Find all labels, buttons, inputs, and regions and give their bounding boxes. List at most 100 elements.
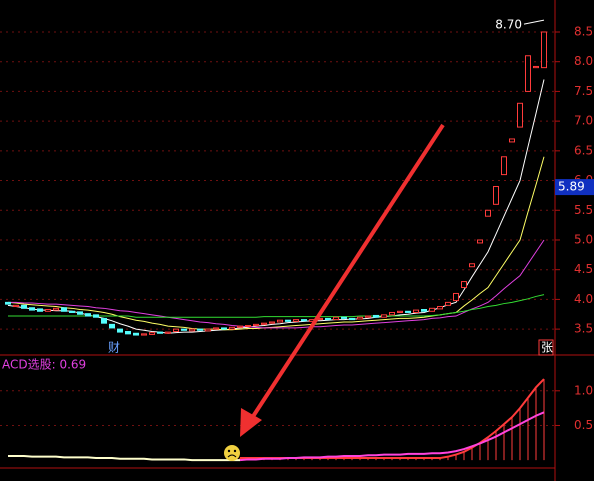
candle bbox=[413, 309, 419, 313]
arrow-head bbox=[240, 408, 262, 437]
y-tick-label: 4.00 bbox=[574, 292, 594, 306]
candle bbox=[69, 310, 75, 313]
candle bbox=[453, 292, 459, 302]
candle bbox=[253, 323, 259, 327]
candle bbox=[469, 263, 475, 268]
candle bbox=[405, 310, 411, 313]
smiley-eye bbox=[233, 449, 237, 453]
smiley-mouth bbox=[227, 454, 237, 458]
candle bbox=[509, 138, 515, 143]
candle bbox=[93, 314, 99, 318]
candle bbox=[221, 327, 227, 330]
y-tick-label: 5.00 bbox=[574, 232, 594, 246]
candle bbox=[117, 328, 123, 333]
candle bbox=[341, 316, 347, 319]
indicator-line bbox=[239, 411, 545, 462]
candle bbox=[245, 325, 251, 328]
arrow-shaft bbox=[250, 123, 445, 420]
y-tick-label: 8.00 bbox=[574, 54, 594, 68]
candle bbox=[5, 301, 11, 305]
corner-box bbox=[538, 339, 554, 356]
candle bbox=[501, 156, 507, 176]
y-tick-label: 5.50 bbox=[574, 203, 594, 217]
candle bbox=[493, 185, 499, 205]
candle bbox=[165, 331, 171, 334]
candle bbox=[85, 313, 91, 317]
candle bbox=[293, 319, 299, 322]
smiley-face bbox=[224, 445, 240, 461]
candle bbox=[333, 316, 339, 321]
candle bbox=[61, 307, 67, 312]
high-label: 8.70 bbox=[495, 18, 522, 32]
candle bbox=[213, 327, 219, 330]
candle bbox=[261, 322, 267, 325]
candle bbox=[125, 330, 131, 335]
y-tick-label: 1.00 bbox=[574, 383, 594, 397]
moving-average bbox=[8, 239, 545, 329]
candle bbox=[133, 332, 139, 336]
indicator-line bbox=[8, 454, 240, 462]
candle bbox=[349, 317, 355, 321]
candle bbox=[301, 319, 307, 322]
candle bbox=[237, 325, 243, 328]
candle bbox=[53, 307, 59, 311]
candle bbox=[461, 281, 467, 289]
candle bbox=[37, 308, 43, 312]
candle bbox=[149, 332, 155, 335]
marks: 3.504.004.505.005.506.006.507.007.508.00… bbox=[0, 18, 594, 462]
y-tick-label: 8.50 bbox=[574, 24, 594, 38]
corner-label: 张 bbox=[541, 341, 553, 355]
candle bbox=[205, 328, 211, 332]
candle bbox=[109, 323, 115, 329]
candle bbox=[157, 331, 163, 334]
candle bbox=[181, 328, 187, 331]
candle bbox=[141, 333, 147, 336]
y-tick-label: 0.50 bbox=[574, 418, 594, 432]
arrow bbox=[240, 123, 445, 437]
last-price-box bbox=[555, 179, 594, 196]
candle bbox=[77, 311, 83, 315]
candle bbox=[285, 319, 291, 322]
smiley-eye bbox=[227, 449, 231, 453]
y-tick-label: 7.50 bbox=[574, 84, 594, 98]
candle bbox=[277, 319, 283, 323]
candle bbox=[389, 311, 395, 316]
candle bbox=[373, 314, 379, 318]
candle bbox=[229, 326, 235, 330]
event-label: 财 bbox=[108, 341, 120, 355]
y-tick-label: 7.00 bbox=[574, 114, 594, 128]
high-pointer bbox=[523, 19, 545, 25]
last-price-label: 5.89 bbox=[558, 180, 585, 194]
candle bbox=[13, 304, 19, 308]
candle bbox=[325, 317, 331, 321]
candle bbox=[437, 306, 443, 310]
candle bbox=[421, 309, 427, 312]
y-tick-label: 4.50 bbox=[574, 262, 594, 276]
candle bbox=[365, 315, 371, 318]
candle bbox=[173, 328, 179, 332]
candle bbox=[397, 310, 403, 313]
smiley bbox=[224, 445, 240, 461]
candle bbox=[197, 328, 203, 331]
candle bbox=[477, 239, 483, 244]
candle bbox=[381, 314, 387, 318]
candle bbox=[189, 328, 195, 332]
candle bbox=[429, 307, 435, 312]
candle bbox=[21, 304, 27, 309]
candle bbox=[45, 309, 51, 312]
candle bbox=[269, 321, 275, 324]
candle bbox=[445, 301, 451, 306]
y-tick-label: 3.50 bbox=[574, 322, 594, 336]
candle bbox=[29, 307, 35, 311]
indicator-title: ACD选股: 0.69 bbox=[2, 358, 86, 372]
candle bbox=[101, 317, 107, 324]
candle bbox=[485, 209, 491, 217]
candle bbox=[533, 65, 539, 69]
candle bbox=[357, 316, 363, 320]
candle bbox=[525, 55, 531, 92]
candle bbox=[517, 102, 523, 128]
candle bbox=[541, 31, 547, 69]
y-tick-label: 6.50 bbox=[574, 143, 594, 157]
